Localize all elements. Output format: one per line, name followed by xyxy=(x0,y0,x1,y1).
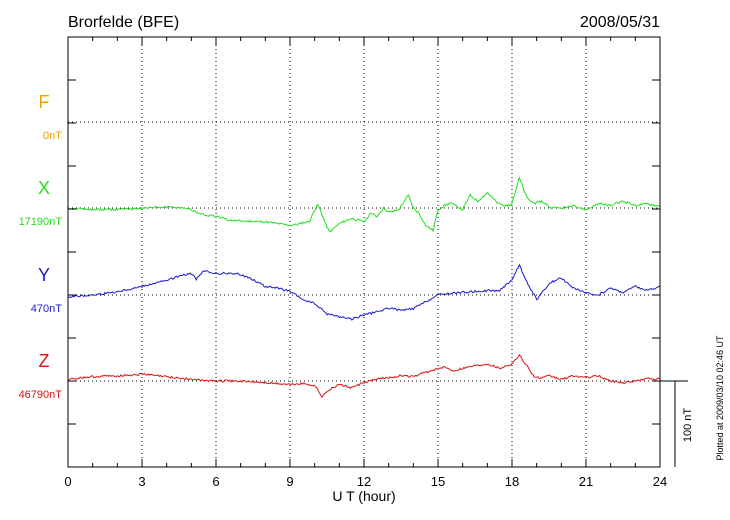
series-line-z xyxy=(67,353,661,398)
chart-title: Brorfelde (BFE) xyxy=(68,14,179,31)
series-name-f: F xyxy=(39,92,50,112)
scale-bar-label: 100 nT xyxy=(682,408,694,443)
x-tick-label: 9 xyxy=(286,474,293,489)
axis-ticks xyxy=(67,37,661,467)
plotted-timestamp: Plotted at 2009/03/10 02:46 UT xyxy=(715,335,725,461)
series-line-y xyxy=(67,263,661,321)
x-tick-label: 15 xyxy=(431,474,445,489)
grid xyxy=(68,37,660,467)
chart-date: 2008/05/31 xyxy=(580,14,660,31)
series-lines xyxy=(67,176,661,398)
series-baseline-y: 470nT xyxy=(31,303,62,315)
x-tick-label: 12 xyxy=(357,474,371,489)
x-tick-label: 6 xyxy=(212,474,219,489)
x-tick-label: 24 xyxy=(653,474,667,489)
series-baseline-f: 0nT xyxy=(43,130,62,142)
series-name-x: X xyxy=(38,178,50,198)
x-tick-label: 21 xyxy=(579,474,593,489)
series-name-z: Z xyxy=(39,351,50,371)
x-tick-label: 0 xyxy=(64,474,71,489)
series-baseline-z: 46790nT xyxy=(19,389,63,401)
series-baseline-x: 17190nT xyxy=(19,216,63,228)
x-axis-label: U T (hour) xyxy=(332,488,395,504)
series-line-x xyxy=(67,176,661,233)
x-tick-label: 3 xyxy=(138,474,145,489)
x-tick-label: 18 xyxy=(505,474,519,489)
scale-bar: 100 nT xyxy=(660,380,694,467)
series-name-y: Y xyxy=(38,265,50,285)
axis-labels: 0 3 6 9 12 15 18 21 24 F 0nT X 17190nT Y 470nT Z 46790nT xyxy=(19,92,668,489)
